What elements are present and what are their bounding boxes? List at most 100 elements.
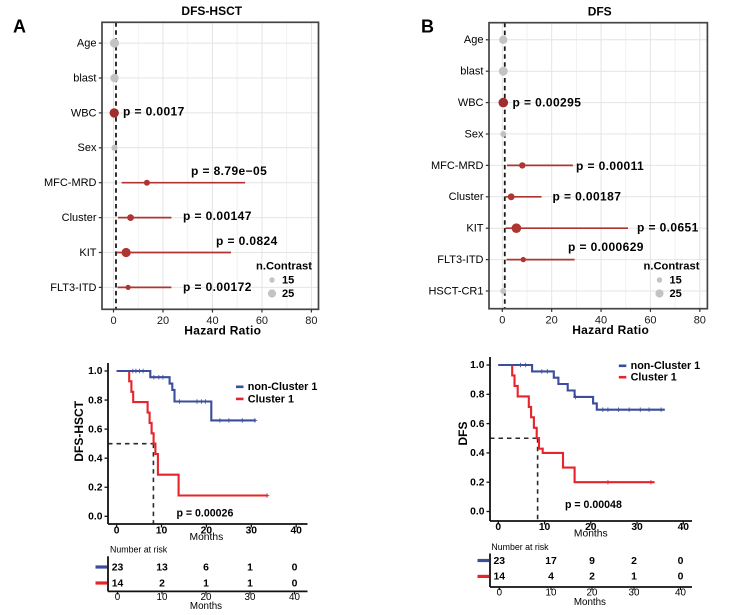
svg-text:0: 0 [114,526,120,537]
svg-text:20: 20 [201,592,212,603]
svg-text:15: 15 [282,274,294,286]
svg-text:p = 0.00172: p = 0.00172 [183,280,252,294]
svg-text:p = 0.00026: p = 0.00026 [177,507,234,519]
svg-text:WBC: WBC [458,97,484,109]
svg-text:n.Contrast: n.Contrast [256,260,312,272]
svg-text:WBC: WBC [71,107,97,119]
svg-text:Cluster 1: Cluster 1 [631,372,677,384]
svg-text:20: 20 [585,522,597,533]
svg-text:40: 40 [678,522,690,533]
svg-text:KIT: KIT [79,247,96,259]
svg-text:25: 25 [282,288,294,300]
svg-text:10: 10 [546,588,557,599]
svg-text:0.6: 0.6 [470,419,485,430]
svg-text:Age: Age [464,34,484,46]
svg-text:0: 0 [497,588,503,599]
svg-text:DFS: DFS [456,422,470,446]
svg-text:Hazard Ratio: Hazard Ratio [572,323,649,337]
svg-text:0.4: 0.4 [470,448,485,459]
svg-text:0: 0 [110,315,116,327]
svg-text:20: 20 [546,315,558,327]
svg-text:60: 60 [644,315,656,327]
svg-text:0: 0 [292,578,298,589]
svg-text:30: 30 [246,526,258,537]
svg-text:1: 1 [247,562,253,573]
svg-text:9: 9 [589,556,595,567]
svg-text:HSCT-CR1: HSCT-CR1 [428,285,483,297]
svg-text:p = 0.0824: p = 0.0824 [216,234,278,248]
svg-text:10: 10 [156,526,168,537]
svg-text:30: 30 [245,592,256,603]
svg-text:0.8: 0.8 [88,395,103,406]
svg-text:80: 80 [305,315,317,327]
svg-text:non-Cluster 1: non-Cluster 1 [631,360,701,372]
svg-text:10: 10 [539,522,551,533]
svg-text:DFS-HSCT: DFS-HSCT [181,4,242,18]
svg-text:Months: Months [574,597,606,608]
svg-text:Number at risk: Number at risk [491,542,549,552]
svg-text:Months: Months [574,529,608,540]
svg-text:0.0: 0.0 [88,512,103,523]
svg-text:20: 20 [157,315,169,327]
svg-text:0: 0 [115,592,121,603]
svg-text:Sex: Sex [465,128,484,140]
svg-text:60: 60 [256,315,268,327]
svg-text:p = 0.000629: p = 0.000629 [568,240,644,254]
svg-text:0: 0 [499,315,505,327]
svg-text:14: 14 [112,578,124,589]
svg-text:1: 1 [631,572,637,583]
svg-text:blast: blast [73,72,96,84]
svg-text:p = 0.00147: p = 0.00147 [183,209,252,223]
svg-text:0.6: 0.6 [88,424,103,435]
svg-text:1: 1 [247,578,253,589]
svg-text:p = 0.00011: p = 0.00011 [576,159,644,173]
svg-text:Cluster: Cluster [449,191,484,203]
svg-text:Cluster 1: Cluster 1 [248,393,294,405]
svg-text:80: 80 [694,315,706,327]
svg-text:non-Cluster 1: non-Cluster 1 [248,381,318,393]
svg-text:Months: Months [190,601,222,612]
svg-text:B: B [421,16,434,36]
svg-text:KIT: KIT [466,223,483,235]
svg-text:DFS: DFS [588,4,612,18]
svg-text:23: 23 [494,556,506,567]
svg-text:FLT3-ITD: FLT3-ITD [437,254,483,266]
svg-text:p = 0.0017: p = 0.0017 [123,105,185,119]
svg-text:Sex: Sex [78,142,97,154]
svg-text:40: 40 [595,315,607,327]
svg-text:p = 0.00295: p = 0.00295 [513,95,582,109]
svg-text:MFC-MRD: MFC-MRD [44,177,97,189]
svg-text:p = 0.0651: p = 0.0651 [637,221,699,235]
svg-text:40: 40 [289,592,300,603]
svg-text:p = 0.00187: p = 0.00187 [553,189,622,203]
svg-text:p = 8.79e−05: p = 8.79e−05 [191,164,267,178]
svg-text:0: 0 [678,556,684,567]
svg-text:Age: Age [77,38,97,50]
svg-text:0.2: 0.2 [470,477,485,488]
svg-text:blast: blast [460,66,483,78]
svg-text:15: 15 [670,274,682,286]
svg-text:0: 0 [495,522,501,533]
svg-text:n.Contrast: n.Contrast [644,260,700,272]
svg-text:p = 0.00048: p = 0.00048 [565,499,622,511]
svg-text:0.8: 0.8 [470,390,485,401]
svg-text:1: 1 [203,578,209,589]
svg-text:2: 2 [631,556,637,567]
svg-text:Cluster: Cluster [62,212,97,224]
svg-text:Hazard Ratio: Hazard Ratio [184,323,261,337]
svg-text:6: 6 [203,562,209,573]
svg-text:23: 23 [112,562,124,573]
svg-text:0.2: 0.2 [88,482,103,493]
svg-text:20: 20 [201,526,213,537]
svg-text:2: 2 [589,572,595,583]
svg-text:0.0: 0.0 [470,507,485,518]
svg-text:FLT3-ITD: FLT3-ITD [50,282,96,294]
svg-text:A: A [13,16,26,36]
svg-text:30: 30 [629,588,640,599]
svg-text:Months: Months [190,532,224,543]
svg-text:14: 14 [494,572,506,583]
svg-text:17: 17 [545,556,557,567]
svg-text:25: 25 [670,288,682,300]
svg-text:40: 40 [675,588,686,599]
svg-text:13: 13 [156,562,168,573]
